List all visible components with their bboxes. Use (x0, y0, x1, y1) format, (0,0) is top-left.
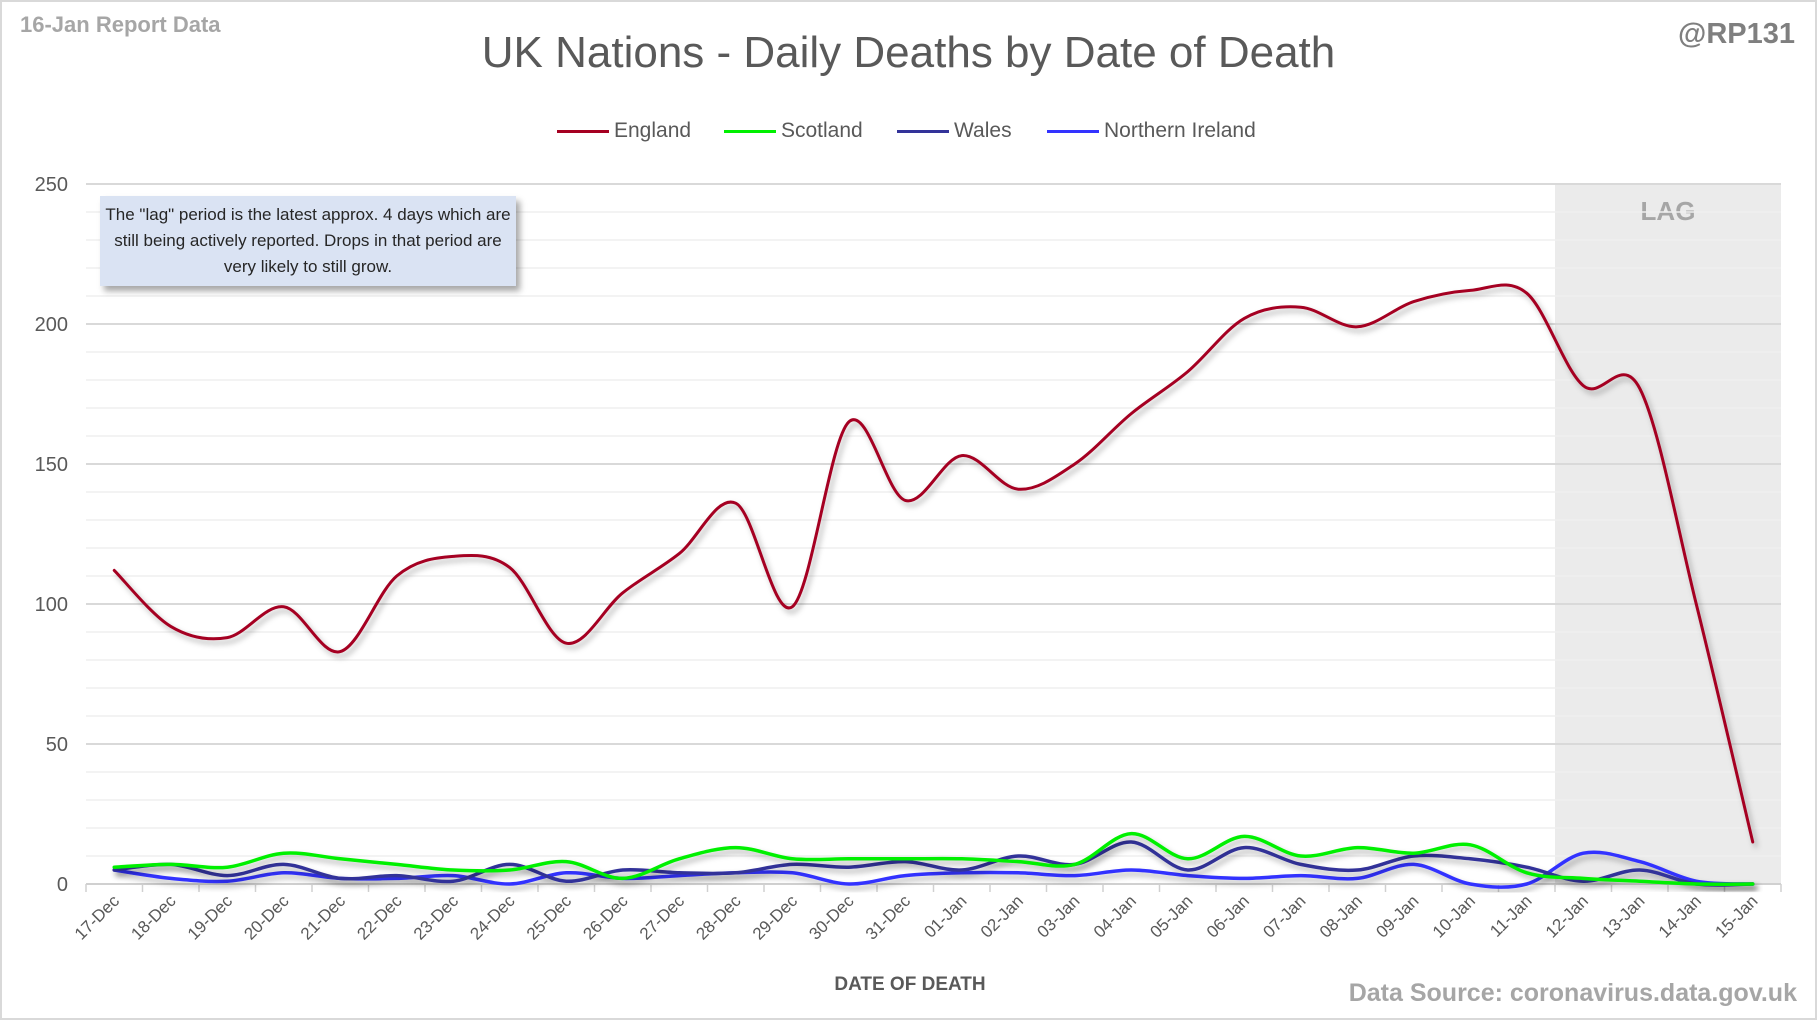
y-tick-label: 0 (57, 874, 68, 896)
x-tick-label: 28-Dec (692, 891, 745, 944)
x-tick-label: 20-Dec (240, 891, 293, 944)
x-tick-label: 26-Dec (579, 891, 632, 944)
lag-note-callout: The "lag" period is the latest approx. 4… (100, 196, 516, 286)
legend-item-england: England (557, 116, 691, 146)
series-england (112, 283, 1755, 844)
data-source-label: Data Source: coronavirus.data.gov.uk (1348, 979, 1797, 1007)
legend-swatch-scotland (724, 129, 776, 133)
y-tick-label: 50 (46, 734, 68, 756)
legend: England Scotland Wales Northern Ireland (0, 116, 1817, 146)
x-tick-label: 03-Jan (1033, 891, 1083, 941)
legend-label-wales: Wales (954, 119, 1012, 142)
x-tick-label: 23-Dec (410, 891, 463, 944)
x-tick-label: 17-Dec (71, 891, 124, 944)
legend-swatch-wales (897, 129, 949, 133)
y-tick-label: 150 (35, 454, 68, 476)
legend-swatch-england (557, 129, 609, 133)
x-tick-label: 11-Jan (1486, 891, 1535, 940)
legend-item-wales: Wales (897, 116, 1012, 146)
series-scotland (112, 831, 1755, 886)
y-tick-label: 250 (35, 174, 68, 196)
lag-label: LAG (1641, 196, 1696, 226)
y-tick-label: 200 (35, 314, 68, 336)
x-tick-label: 05-Jan (1146, 891, 1196, 941)
x-tick-label: 14-Jan (1655, 891, 1705, 941)
series-line-england (112, 283, 1755, 844)
lag-region (1555, 184, 1781, 884)
chart-title: UK Nations - Daily Deaths by Date of Dea… (481, 28, 1336, 77)
x-tick-label: 24-Dec (466, 891, 519, 944)
x-tick-label: 18-Dec (127, 891, 180, 944)
x-tick-label: 29-Dec (749, 891, 802, 944)
x-tick-label: 07-Jan (1259, 891, 1309, 941)
x-tick-label: 27-Dec (636, 891, 689, 944)
x-tick-label: 04-Jan (1090, 891, 1140, 941)
x-tick-label: 01-Jan (920, 891, 970, 941)
x-tick-label: 30-Dec (805, 891, 858, 944)
author-handle: @RP131 (1678, 18, 1795, 50)
x-tick-label: 25-Dec (523, 891, 576, 944)
series-line-wales (112, 840, 1755, 887)
legend-item-scotland: Scotland (724, 116, 863, 146)
report-date-label: 16-Jan Report Data (20, 12, 221, 37)
legend-swatch-northern-ireland (1047, 129, 1099, 133)
x-tick-label: 13-Jan (1598, 891, 1648, 941)
x-tick-label: 22-Dec (353, 891, 406, 944)
legend-label-scotland: Scotland (781, 119, 863, 142)
y-tick-label: 100 (35, 594, 68, 616)
x-tick-label: 31-Dec (862, 891, 915, 944)
x-tick-label: 09-Jan (1372, 891, 1422, 941)
legend-label-northern-ireland: Northern Ireland (1104, 119, 1256, 142)
legend-label-england: England (614, 119, 692, 142)
x-tick-label: 19-Dec (184, 891, 237, 944)
x-tick-label: 21-Dec (297, 891, 350, 944)
x-axis-title: DATE OF DEATH (834, 974, 986, 995)
x-tick-label: 10-Jan (1429, 891, 1479, 941)
x-tick-label: 06-Jan (1203, 891, 1253, 941)
series-line-northern-ireland (112, 850, 1755, 889)
x-tick-label: 15-Jan (1711, 891, 1761, 941)
x-tick-label: 12-Jan (1542, 891, 1592, 941)
x-tick-label: 08-Jan (1316, 891, 1366, 941)
legend-item-northern-ireland: Northern Ireland (1047, 116, 1256, 146)
x-tick-label: 02-Jan (977, 891, 1027, 941)
